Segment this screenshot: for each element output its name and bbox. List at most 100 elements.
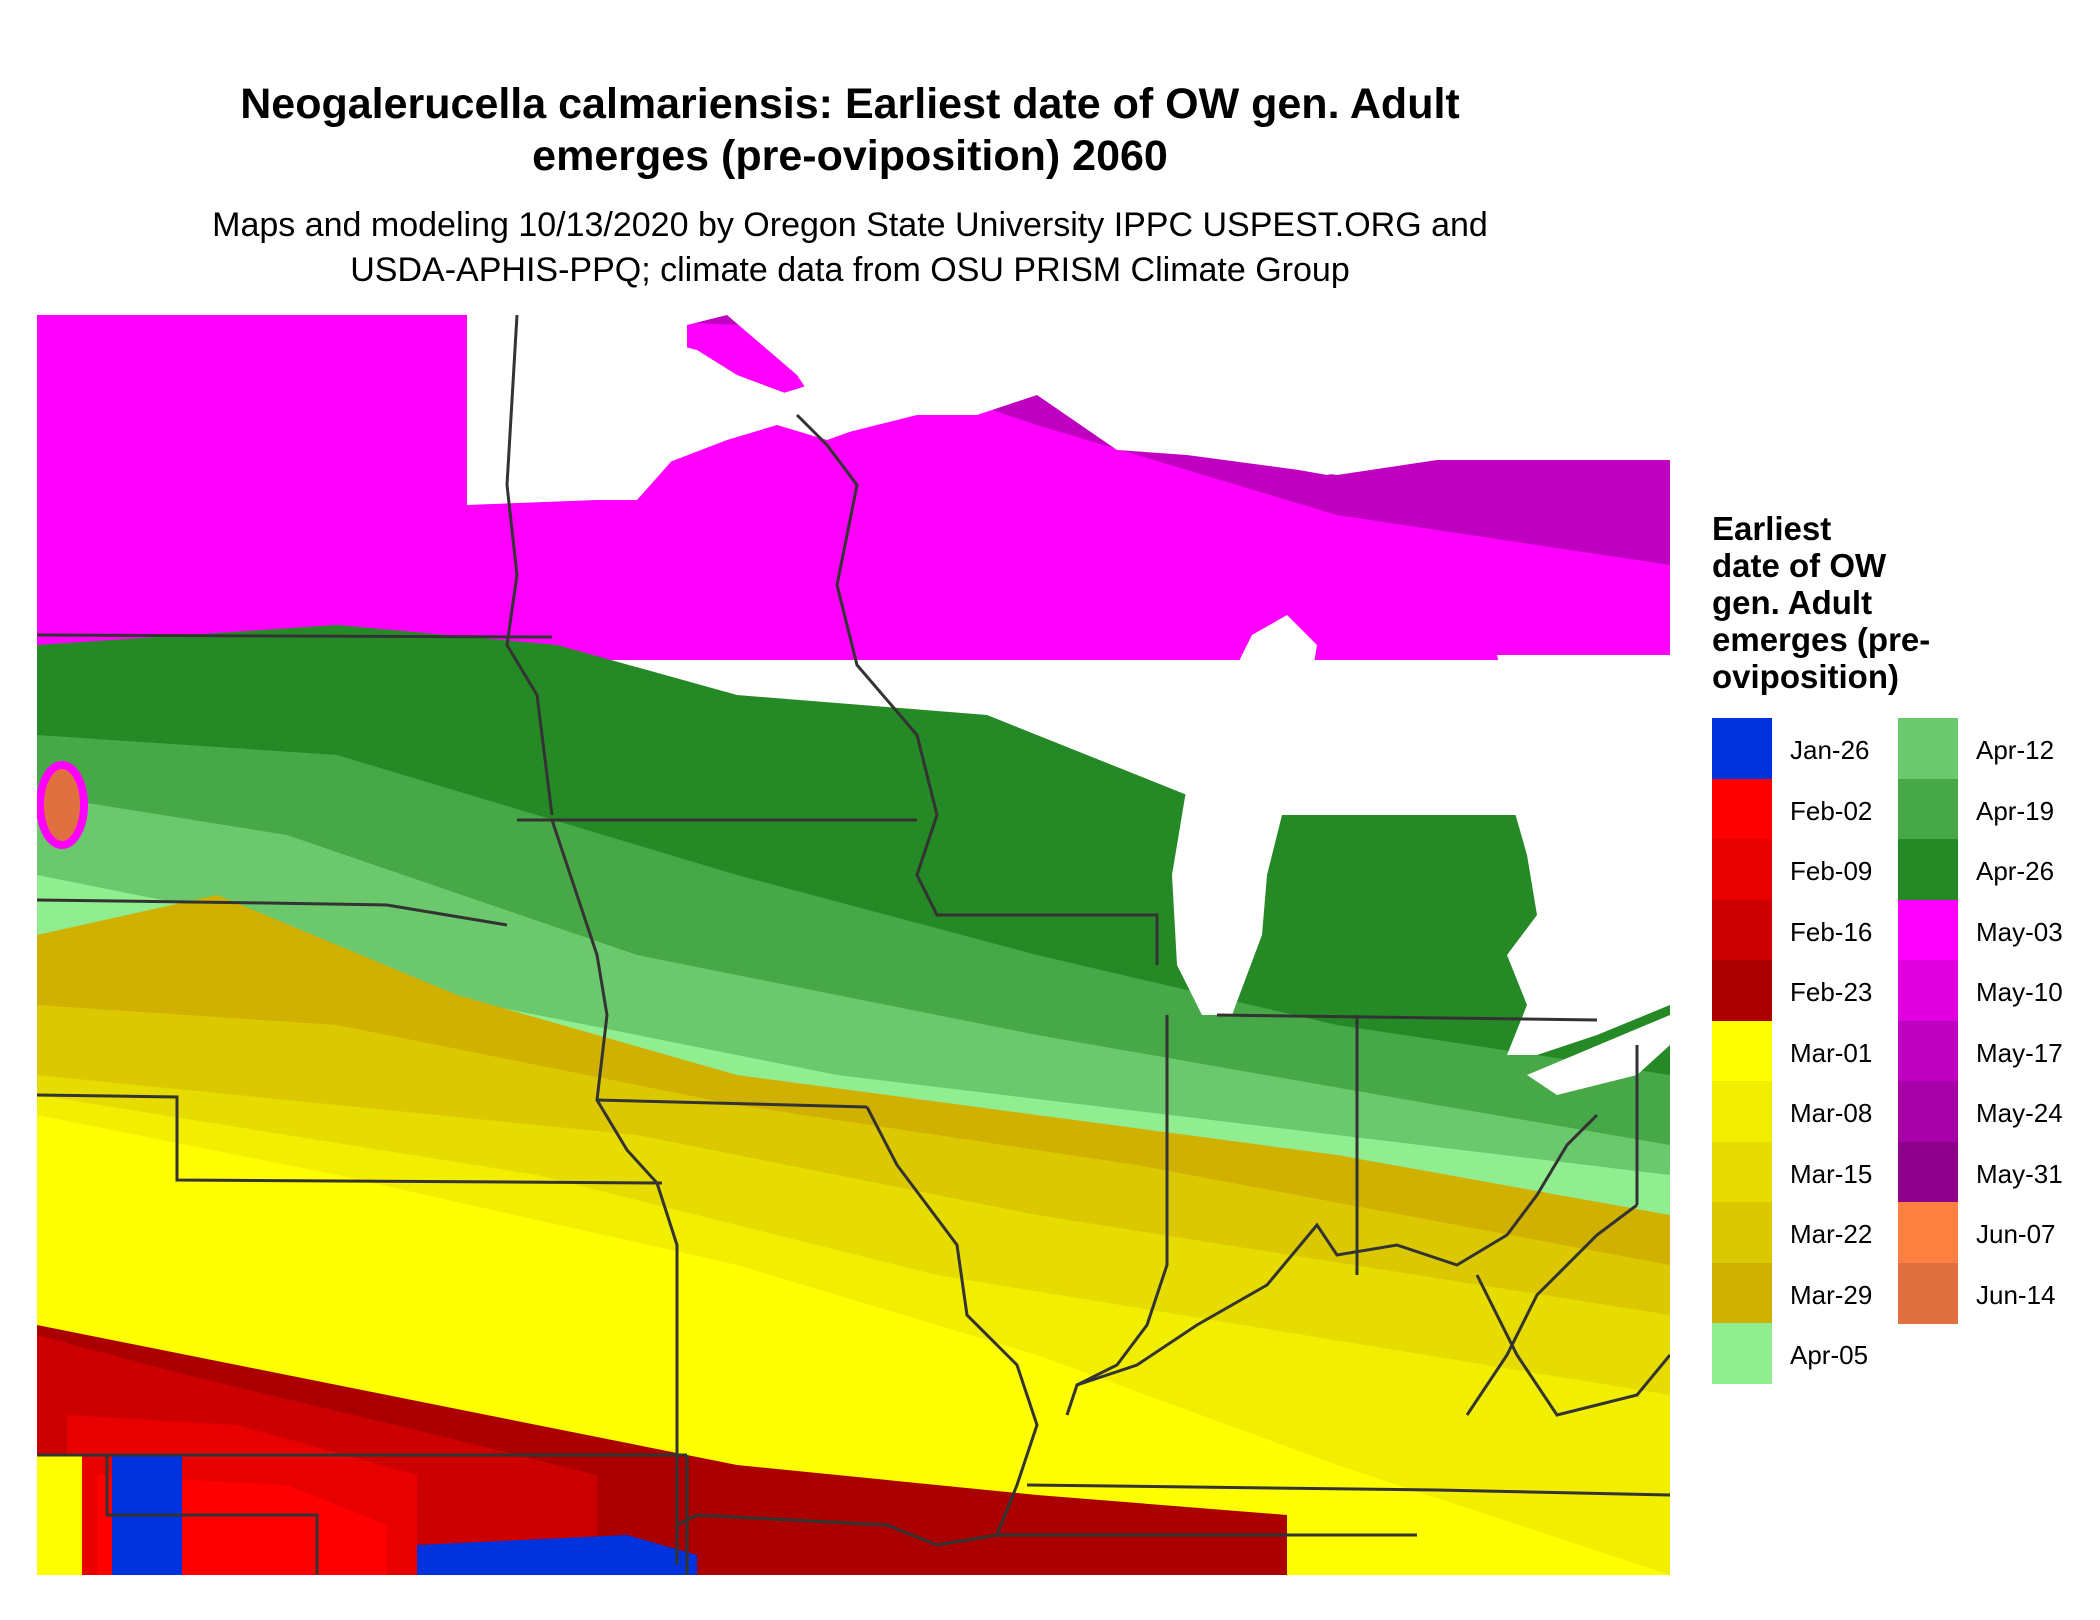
legend-item: Feb-09 — [1712, 839, 1912, 900]
legend-item: Jun-14 — [1898, 1262, 2098, 1324]
legend-swatch — [1712, 718, 1772, 779]
legend-item: Mar-08 — [1712, 1081, 1912, 1142]
border-mo-east — [676, 1106, 1039, 1547]
legend-item: Mar-15 — [1712, 1141, 1912, 1203]
border-mi-in-oh — [1216, 1013, 1598, 1022]
legend-item: Feb-16 — [1712, 899, 1912, 961]
legend-swatch — [1898, 839, 1958, 900]
legend-label: Jun-07 — [1976, 1219, 2056, 1249]
legend-swatch — [1898, 718, 1958, 779]
legend-swatch — [1712, 1202, 1772, 1263]
border-mo-ia-east — [550, 819, 679, 1565]
legend-label: Jan-26 — [1790, 735, 1870, 765]
legend-label: May-31 — [1976, 1158, 2063, 1189]
legend-title-line: gen. Adult — [1712, 584, 1873, 621]
legend-label: Feb-09 — [1790, 856, 1873, 886]
legend-label: Mar-08 — [1790, 1098, 1873, 1128]
legend-swatch — [1898, 1202, 1958, 1263]
legend-label: May-24 — [1976, 1098, 2063, 1128]
legend-label: Feb-02 — [1790, 795, 1873, 826]
legend-swatch — [1898, 960, 1958, 1021]
hotspot-jun — [37, 761, 88, 849]
legend-swatch — [1712, 960, 1772, 1021]
map-subtitle-line1: Maps and modeling 10/13/2020 by Oregon S… — [212, 206, 1488, 244]
map-subtitle-line2: USDA-APHIS-PPQ; climate data from OSU PR… — [350, 251, 1350, 289]
legend-label: Apr-12 — [1976, 735, 2055, 765]
legend-swatch — [1712, 1323, 1772, 1384]
border-sd-ne — [37, 898, 508, 927]
legend-label: May-17 — [1976, 1037, 2063, 1068]
legend-label: Feb-16 — [1790, 916, 1873, 947]
border-nd-sd — [37, 633, 553, 639]
border-il-in — [1065, 1015, 1169, 1416]
legend-title-line: emerges (pre- — [1712, 621, 1931, 658]
legend-swatch — [1712, 1141, 1772, 1203]
legend-title-line: date of OW — [1712, 547, 1887, 584]
map-svg — [37, 315, 1670, 1575]
legend-swatch — [1898, 1262, 1958, 1324]
legend-item: May-31 — [1898, 1141, 2098, 1203]
legend-item: Mar-29 — [1712, 1262, 1912, 1324]
legend-label: Apr-05 — [1790, 1340, 1869, 1370]
state-borders — [37, 315, 1670, 1575]
legend-swatch — [1898, 1081, 1958, 1142]
legend-item: Mar-01 — [1712, 1020, 1912, 1082]
legend-item: May-10 — [1898, 960, 2098, 1021]
legend-swatch — [1712, 1020, 1772, 1082]
legend-swatch — [1898, 1020, 1958, 1082]
legend-swatch — [1712, 1081, 1772, 1142]
legend-label: Feb-23 — [1790, 977, 1873, 1007]
legend-title: Earliest date of OW gen. Adult emerges (… — [1712, 510, 1962, 695]
border-wv — [1465, 1203, 1638, 1416]
lake-michigan — [1172, 615, 1317, 1015]
border-wi-mi — [795, 413, 1157, 917]
border-ohio-river — [1076, 1113, 1599, 1387]
legend-item: Jan-26 — [1712, 718, 1912, 779]
erie-south — [1527, 1015, 1670, 1095]
legend-swatch — [1898, 778, 1958, 840]
legend-swatch — [1712, 899, 1772, 961]
legend-item: Apr-12 — [1898, 718, 2098, 779]
legend-label: Mar-22 — [1790, 1219, 1873, 1249]
legend-label: May-03 — [1976, 916, 2063, 947]
legend-item: Apr-19 — [1898, 778, 2098, 840]
north-out-of-domain — [37, 315, 1670, 500]
map-title-line2: emerges (pre-oviposition) 2060 — [532, 132, 1168, 180]
band-jan26-east — [417, 1535, 697, 1575]
legend-label: May-10 — [1976, 977, 2063, 1007]
legend-item: May-03 — [1898, 899, 2098, 961]
legend-label: Mar-29 — [1790, 1279, 1873, 1310]
border-in-ky — [1475, 1274, 1670, 1417]
legend-item: Feb-02 — [1712, 778, 1912, 840]
legend-title-line: Earliest — [1712, 510, 1832, 547]
legend-swatch — [1712, 839, 1772, 900]
lake-huron-erie — [1497, 655, 1670, 1055]
mar-west-yellow — [37, 1455, 82, 1575]
legend-label: Apr-26 — [1976, 856, 2055, 886]
legend-item: Jun-07 — [1898, 1202, 2098, 1263]
legend-item: May-24 — [1898, 1081, 2098, 1142]
border-ok-tx — [105, 1455, 319, 1575]
legend-item: Apr-26 — [1898, 839, 2098, 900]
border-ne-ks — [37, 1093, 663, 1185]
map-subtitle: Maps and modeling 10/13/2020 by Oregon S… — [0, 203, 1700, 293]
border-ky-tn — [1026, 1483, 1670, 1497]
legend-label: Apr-19 — [1976, 795, 2055, 826]
legend-swatch — [1712, 1262, 1772, 1324]
legend-label: Mar-15 — [1790, 1158, 1873, 1189]
legend-item: Mar-22 — [1712, 1202, 1912, 1263]
legend-swatch — [1712, 778, 1772, 840]
map-canvas — [37, 315, 1670, 1575]
legend-label: Mar-01 — [1790, 1037, 1873, 1068]
legend-label: Jun-14 — [1976, 1279, 2056, 1310]
border-ia-south — [596, 1098, 868, 1109]
legend-swatch — [1898, 899, 1958, 961]
border-il-wi — [937, 913, 1159, 965]
map-title: Neogalerucella calmariensis: Earliest da… — [0, 78, 1700, 182]
legend-item: May-17 — [1898, 1020, 2098, 1082]
map-title-line1: Neogalerucella calmariensis: Earliest da… — [240, 80, 1460, 128]
legend-item: Apr-05 — [1712, 1323, 1912, 1384]
legend-swatch — [1898, 1141, 1958, 1203]
legend-item: Feb-23 — [1712, 960, 1912, 1021]
legend-title-line: oviposition) — [1712, 658, 1899, 695]
